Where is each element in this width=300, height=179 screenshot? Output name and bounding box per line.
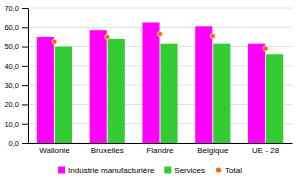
bar-series [37, 22, 265, 143]
x-axis-line [29, 143, 293, 144]
y-tick-label: 40,0 [4, 62, 19, 71]
y-tick-mark [22, 66, 28, 67]
bar [37, 37, 54, 143]
chart: 0,0 10,0 20,0 30,0 40,0 50,0 60,0 70,0 Wallonie B… [0, 0, 300, 179]
bar [108, 39, 125, 143]
y-axis: 0,0 10,0 20,0 30,0 40,0 50,0 60,0 70,0 [4, 4, 28, 148]
x-tick: Belgique [197, 146, 229, 155]
x-tick-label: Wallonie [39, 146, 70, 155]
legend-swatch [58, 167, 65, 174]
y-tick: 20,0 [4, 100, 28, 109]
y-tick: 0,0 [9, 139, 28, 148]
grid-line [28, 8, 292, 9]
grid [28, 8, 292, 143]
bar [195, 26, 212, 143]
y-tick: 60,0 [4, 23, 28, 32]
bar [266, 54, 283, 143]
bar [160, 44, 177, 143]
dot [52, 39, 57, 44]
y-tick-mark [22, 143, 28, 144]
bar [142, 22, 159, 143]
y-tick-mark [22, 27, 28, 28]
bar [213, 44, 230, 143]
y-tick: 30,0 [4, 81, 28, 90]
x-axis: Wallonie Bruxelles Flandre Belgique UE - 28 [29, 144, 293, 155]
y-tick-mark [22, 85, 28, 86]
x-tick-label: Flandre [146, 146, 174, 155]
y-tick-mark [22, 8, 28, 9]
bar [90, 30, 107, 143]
x-tick: UE - 28 [252, 146, 280, 155]
legend-label: Services [174, 166, 205, 175]
y-tick-label: 50,0 [4, 42, 19, 51]
y-tick: 40,0 [4, 62, 28, 71]
legend-label: Industrie manufacturière [68, 166, 155, 175]
y-tick-label: 30,0 [4, 81, 19, 90]
x-tick: Flandre [146, 146, 174, 155]
y-tick-label: 60,0 [4, 23, 19, 32]
grid-line [28, 27, 292, 28]
legend-item: Services [164, 166, 205, 175]
y-tick-mark [22, 124, 28, 125]
legend-item: Industrie manufacturière [58, 166, 155, 175]
y-tick-label: 10,0 [4, 120, 19, 129]
dot [157, 31, 162, 36]
y-tick: 70,0 [4, 4, 28, 13]
legend-swatch [216, 167, 221, 172]
bar-series [55, 39, 283, 143]
bar [55, 47, 72, 143]
marks [37, 22, 283, 143]
x-tick-label: UE - 28 [252, 146, 280, 155]
legend-item: Total [216, 166, 242, 175]
x-tick-label: Bruxelles [91, 146, 124, 155]
y-tick-mark [22, 47, 28, 48]
dot-series [52, 31, 268, 51]
bar [248, 44, 265, 143]
y-tick-label: 70,0 [4, 4, 19, 13]
legend: Industrie manufacturière Services Total [58, 166, 242, 175]
dot [105, 34, 110, 39]
x-tick-label: Belgique [197, 146, 229, 155]
y-tick: 50,0 [4, 42, 28, 51]
y-tick-mark [22, 104, 28, 105]
legend-label: Total [225, 166, 242, 175]
dot [263, 46, 268, 51]
x-tick: Bruxelles [91, 146, 124, 155]
legend-swatch [164, 167, 171, 174]
y-tick-label: 0,0 [9, 139, 19, 148]
dot [210, 33, 215, 38]
x-tick: Wallonie [39, 146, 70, 155]
y-axis-line [28, 9, 29, 144]
y-tick-label: 20,0 [4, 100, 19, 109]
y-tick: 10,0 [4, 120, 28, 129]
